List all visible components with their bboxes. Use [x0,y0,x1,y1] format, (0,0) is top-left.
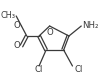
Text: O: O [14,22,21,30]
Text: O: O [46,28,53,37]
Text: Cl: Cl [74,65,83,74]
Text: Cl: Cl [35,65,43,74]
Text: O: O [14,41,21,50]
Text: NH₂: NH₂ [82,22,99,30]
Text: CH₃: CH₃ [0,11,15,21]
